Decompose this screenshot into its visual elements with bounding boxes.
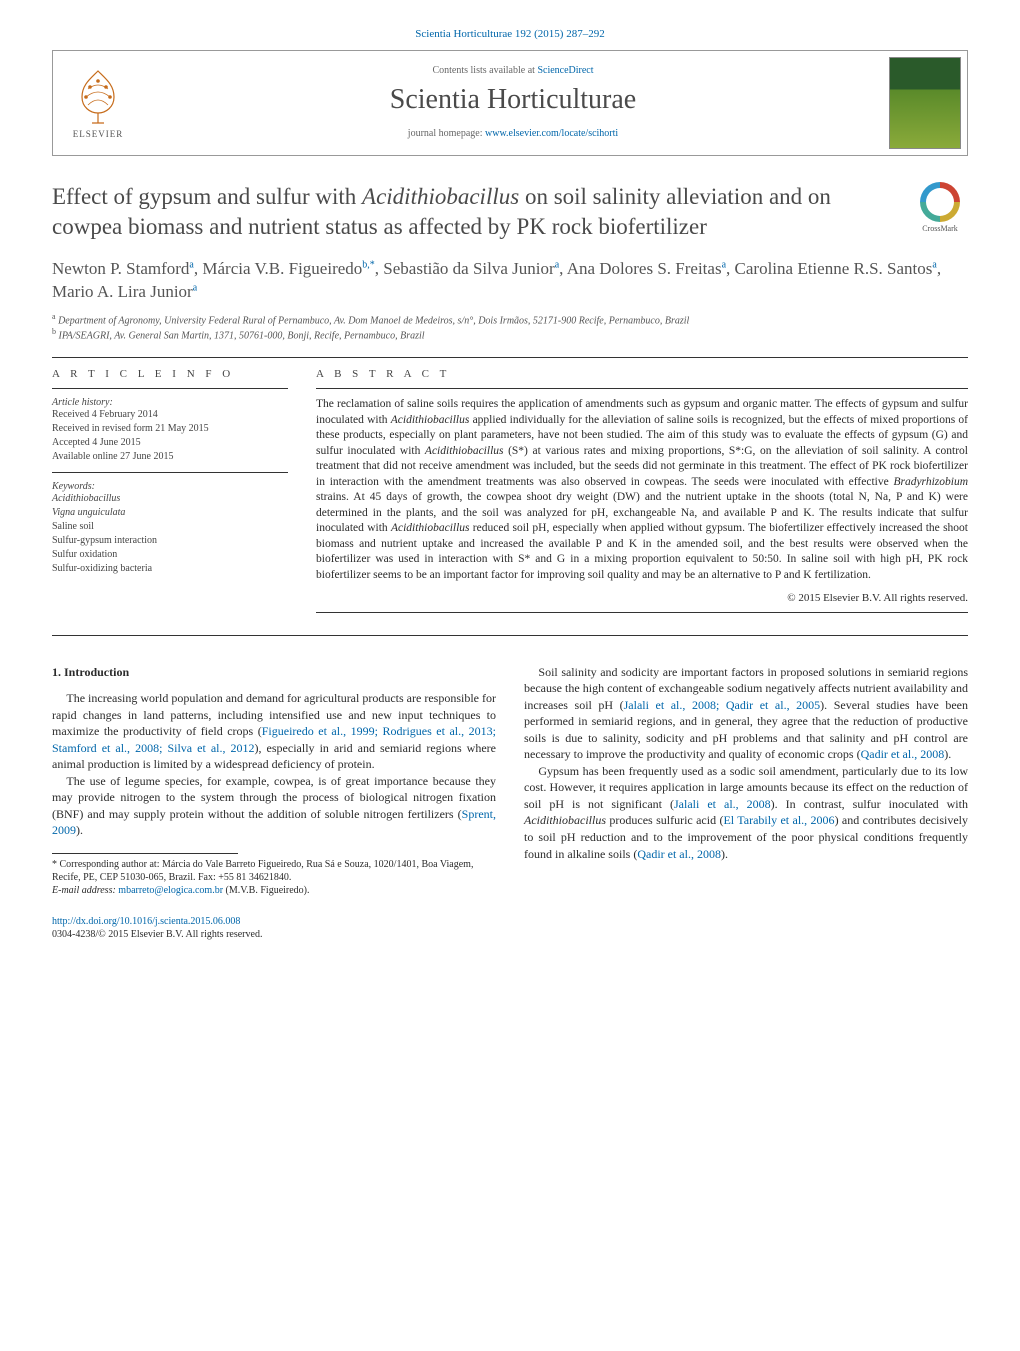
- page-header-reference: Scientia Horticulturae 192 (2015) 287–29…: [52, 28, 968, 40]
- abstract-column: A B S T R A C T The reclamation of salin…: [316, 368, 968, 620]
- affiliation-a: a Department of Agronomy, University Fed…: [52, 312, 968, 328]
- history-revised: Received in revised form 21 May 2015: [52, 422, 288, 436]
- doi-block: http://dx.doi.org/10.1016/j.scienta.2015…: [52, 915, 496, 941]
- footnotes: * Corresponding author at: Márcia do Val…: [52, 858, 496, 897]
- abstract-divider-bottom: [316, 612, 968, 613]
- intro-paragraph-3: Soil salinity and sodicity are important…: [524, 664, 968, 763]
- keyword-2: Vigna unguiculata: [52, 506, 288, 520]
- email-label: E-mail address:: [52, 885, 118, 896]
- journal-homepage-link[interactable]: www.elsevier.com/locate/scihorti: [485, 128, 618, 139]
- keyword-3: Saline soil: [52, 520, 288, 534]
- authors-line: Newton P. Stamforda, Márcia V.B. Figueir…: [52, 258, 968, 304]
- article-history-label: Article history:: [52, 397, 288, 408]
- email-author-name: (M.V.B. Figueiredo).: [223, 885, 309, 896]
- journal-title: Scientia Horticulturae: [143, 84, 883, 116]
- corresponding-email-link[interactable]: mbarreto@elogica.com.br: [118, 885, 223, 896]
- contents-prefix: Contents lists available at: [432, 65, 537, 76]
- journal-homepage-line: journal homepage: www.elsevier.com/locat…: [143, 128, 883, 139]
- sciencedirect-link[interactable]: ScienceDirect: [537, 65, 593, 76]
- article-info-heading: A R T I C L E I N F O: [52, 368, 288, 380]
- header-center: Contents lists available at ScienceDirec…: [143, 51, 883, 155]
- footnote-divider: [52, 853, 238, 854]
- corresponding-author-note: * Corresponding author at: Márcia do Val…: [52, 858, 496, 884]
- info-divider-1: [52, 388, 288, 389]
- crossmark-badge[interactable]: CrossMark: [912, 182, 968, 233]
- journal-header-box: ELSEVIER Contents lists available at Sci…: [52, 50, 968, 156]
- crossmark-label: CrossMark: [922, 224, 958, 233]
- article-title: Effect of gypsum and sulfur with Acidith…: [52, 182, 912, 242]
- elsevier-wordmark: ELSEVIER: [73, 129, 124, 139]
- crossmark-icon: [920, 182, 960, 222]
- divider-bottom: [52, 635, 968, 636]
- keyword-4: Sulfur-gypsum interaction: [52, 534, 288, 548]
- abstract-text: The reclamation of saline soils requires…: [316, 397, 968, 583]
- body-text: 1. Introduction The increasing world pop…: [52, 664, 968, 941]
- divider-top: [52, 357, 968, 358]
- contents-available-line: Contents lists available at ScienceDirec…: [143, 65, 883, 76]
- history-received: Received 4 February 2014: [52, 408, 288, 422]
- history-accepted: Accepted 4 June 2015: [52, 436, 288, 450]
- intro-paragraph-4: Gypsum has been frequently used as a sod…: [524, 763, 968, 862]
- affiliations: a Department of Agronomy, University Fed…: [52, 312, 968, 344]
- keywords-label: Keywords:: [52, 481, 288, 492]
- abstract-divider-top: [316, 388, 968, 389]
- doi-link[interactable]: http://dx.doi.org/10.1016/j.scienta.2015…: [52, 916, 240, 927]
- keyword-6: Sulfur-oxidizing bacteria: [52, 562, 288, 576]
- email-line: E-mail address: mbarreto@elogica.com.br …: [52, 884, 496, 897]
- journal-cover: [883, 51, 967, 155]
- affiliation-b: b IPA/SEAGRI, Av. General San Martin, 13…: [52, 327, 968, 343]
- history-online: Available online 27 June 2015: [52, 450, 288, 464]
- issn-copyright: 0304-4238/© 2015 Elsevier B.V. All right…: [52, 929, 262, 940]
- keyword-5: Sulfur oxidation: [52, 548, 288, 562]
- homepage-prefix: journal homepage:: [408, 128, 485, 139]
- intro-paragraph-1: The increasing world population and dema…: [52, 690, 496, 773]
- info-divider-2: [52, 472, 288, 473]
- abstract-heading: A B S T R A C T: [316, 368, 968, 380]
- keyword-1: Acidithiobacillus: [52, 492, 288, 506]
- article-info-column: A R T I C L E I N F O Article history: R…: [52, 368, 288, 620]
- journal-cover-image: [889, 57, 961, 149]
- intro-paragraph-2: The use of legume species, for example, …: [52, 773, 496, 839]
- elsevier-logo[interactable]: ELSEVIER: [53, 51, 143, 155]
- section-1-heading: 1. Introduction: [52, 664, 496, 681]
- elsevier-tree-icon: [68, 67, 128, 127]
- abstract-copyright: © 2015 Elsevier B.V. All rights reserved…: [316, 592, 968, 604]
